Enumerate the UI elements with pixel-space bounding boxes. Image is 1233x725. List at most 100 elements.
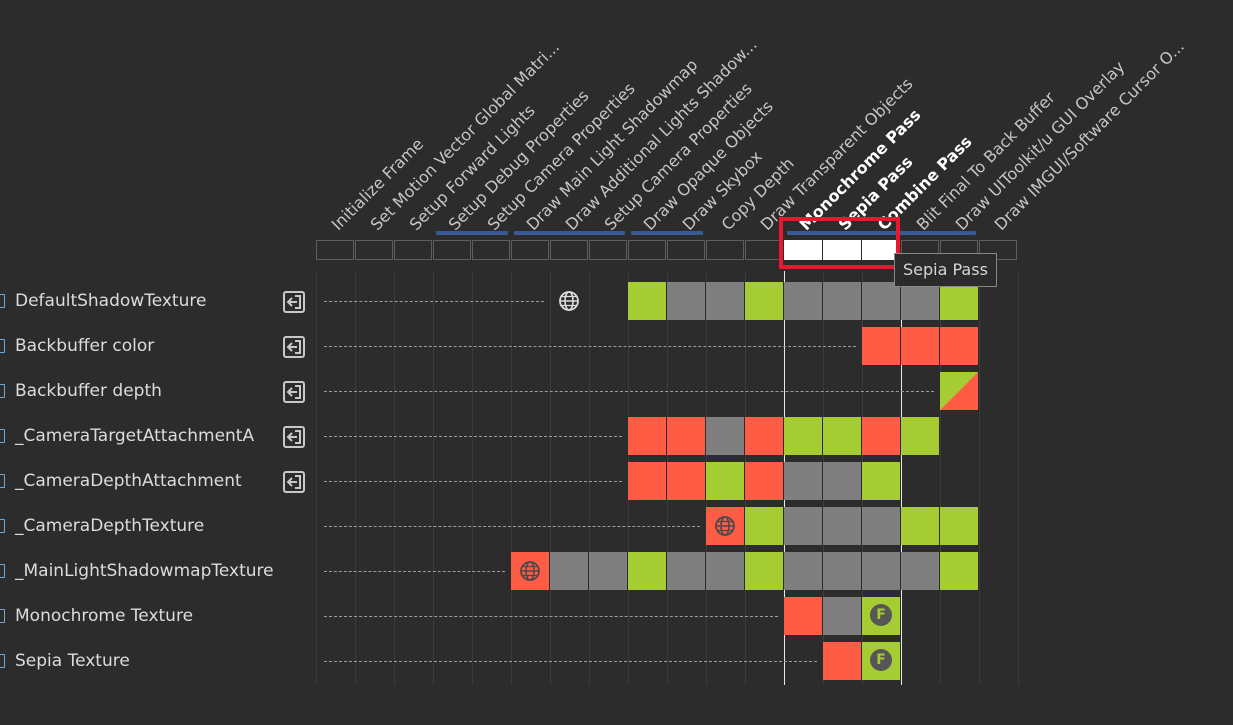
resource-access-cell[interactable] <box>823 507 861 545</box>
resource-access-cell[interactable] <box>901 417 939 455</box>
pass-header-cell[interactable] <box>355 240 393 260</box>
resource-access-cell[interactable] <box>901 327 939 365</box>
pass-header-cell[interactable] <box>589 240 627 260</box>
globe-icon <box>559 291 579 311</box>
lifetime-dashed-line <box>324 616 778 617</box>
resource-access-cell[interactable] <box>940 372 978 410</box>
resource-access-cell[interactable] <box>862 507 900 545</box>
resource-access-cell[interactable] <box>862 417 900 455</box>
resource-access-cell[interactable] <box>667 552 705 590</box>
pass-header-cell[interactable] <box>316 240 354 260</box>
selection-highlight <box>779 217 900 269</box>
resource-access-cell[interactable] <box>589 552 627 590</box>
import-arrow-icon[interactable] <box>283 426 305 448</box>
resource-access-cell[interactable]: F <box>862 597 900 635</box>
resource-access-cell[interactable] <box>940 552 978 590</box>
lifetime-dashed-line <box>324 436 622 437</box>
lifetime-dashed-line <box>324 346 856 347</box>
pass-header-cell[interactable] <box>745 240 783 260</box>
resource-access-cell[interactable] <box>823 552 861 590</box>
globe-icon <box>520 561 540 581</box>
pass-header-cell[interactable] <box>784 240 822 260</box>
resource-access-cell[interactable] <box>667 462 705 500</box>
pass-header-cell[interactable] <box>433 240 471 260</box>
resource-access-cell[interactable] <box>862 552 900 590</box>
resource-access-cell[interactable] <box>745 462 783 500</box>
resource-access-cell[interactable] <box>745 552 783 590</box>
resource-access-cell[interactable] <box>901 282 939 320</box>
resource-access-cell[interactable] <box>784 462 822 500</box>
pass-header-label[interactable]: Draw UIToolkit/u GUI Overlay <box>951 57 1129 235</box>
pass-header-cell[interactable] <box>472 240 510 260</box>
resource-access-cell[interactable] <box>823 417 861 455</box>
resource-access-cell[interactable] <box>784 282 822 320</box>
resource-access-cell[interactable] <box>862 327 900 365</box>
resource-access-cell[interactable] <box>628 417 666 455</box>
pass-header-cell[interactable] <box>628 240 666 260</box>
lifetime-dashed-line <box>324 661 817 662</box>
lifetime-dashed-line <box>324 481 622 482</box>
resource-access-cell[interactable] <box>823 462 861 500</box>
resource-name[interactable]: Backbuffer color <box>15 336 155 356</box>
resource-access-cell[interactable] <box>823 597 861 635</box>
resource-access-cell[interactable] <box>628 462 666 500</box>
import-arrow-icon[interactable] <box>283 471 305 493</box>
pass-header-cell[interactable] <box>550 240 588 260</box>
resource-access-cell[interactable] <box>706 552 744 590</box>
resource-access-cell[interactable] <box>823 282 861 320</box>
resource-access-cell[interactable] <box>706 507 744 545</box>
pass-header-cell[interactable] <box>511 240 549 260</box>
resource-name[interactable]: _MainLightShadowmapTexture <box>15 561 274 581</box>
resource-name[interactable]: DefaultShadowTexture <box>15 291 207 311</box>
pass-header-cell[interactable] <box>667 240 705 260</box>
native-pass-merge-bar <box>514 231 625 235</box>
column-gridline <box>1018 271 1019 685</box>
pass-tooltip: Sepia Pass <box>894 253 997 287</box>
import-arrow-icon[interactable] <box>283 381 305 403</box>
resource-access-cell[interactable] <box>667 282 705 320</box>
texture-icon <box>0 339 5 353</box>
column-gridline <box>433 271 434 685</box>
native-pass-merge-bar <box>436 231 508 235</box>
texture-icon <box>0 474 5 488</box>
resource-access-cell[interactable] <box>901 507 939 545</box>
resource-name[interactable]: _CameraTargetAttachmentA <box>15 426 255 446</box>
import-arrow-icon[interactable] <box>283 291 305 313</box>
resource-name[interactable]: _CameraDepthAttachment <box>15 471 242 491</box>
import-arrow-icon[interactable] <box>283 336 305 358</box>
pass-header-cell[interactable] <box>823 240 861 260</box>
resource-access-cell[interactable] <box>667 417 705 455</box>
resource-access-cell[interactable] <box>940 327 978 365</box>
resource-access-cell[interactable] <box>745 282 783 320</box>
pass-header-cell[interactable] <box>394 240 432 260</box>
resource-access-cell[interactable] <box>823 642 861 680</box>
resource-access-cell[interactable] <box>511 552 549 590</box>
resource-access-cell[interactable] <box>628 282 666 320</box>
column-gridline <box>316 271 317 685</box>
native-pass-merge-bar <box>631 231 703 235</box>
resource-access-cell[interactable] <box>862 282 900 320</box>
resource-name[interactable]: Backbuffer depth <box>15 381 162 401</box>
column-gridline <box>355 271 356 685</box>
resource-access-cell[interactable] <box>862 462 900 500</box>
pass-header-cell[interactable] <box>706 240 744 260</box>
resource-access-cell[interactable] <box>784 417 822 455</box>
resource-access-cell[interactable] <box>706 282 744 320</box>
resource-name[interactable]: _CameraDepthTexture <box>15 516 205 536</box>
resource-access-cell[interactable] <box>940 507 978 545</box>
resource-access-cell[interactable] <box>784 507 822 545</box>
resource-access-cell[interactable] <box>550 552 588 590</box>
resource-access-cell[interactable] <box>940 282 978 320</box>
resource-access-cell[interactable] <box>628 552 666 590</box>
resource-access-cell[interactable] <box>784 552 822 590</box>
resource-access-cell[interactable] <box>901 552 939 590</box>
resource-access-cell[interactable]: F <box>862 642 900 680</box>
resource-access-cell[interactable] <box>706 462 744 500</box>
resource-name[interactable]: Sepia Texture <box>15 651 130 671</box>
resource-access-cell[interactable] <box>745 417 783 455</box>
resource-access-cell[interactable] <box>745 507 783 545</box>
resource-access-cell[interactable] <box>706 417 744 455</box>
resource-name[interactable]: Monochrome Texture <box>15 606 194 626</box>
resource-access-cell[interactable] <box>784 597 822 635</box>
